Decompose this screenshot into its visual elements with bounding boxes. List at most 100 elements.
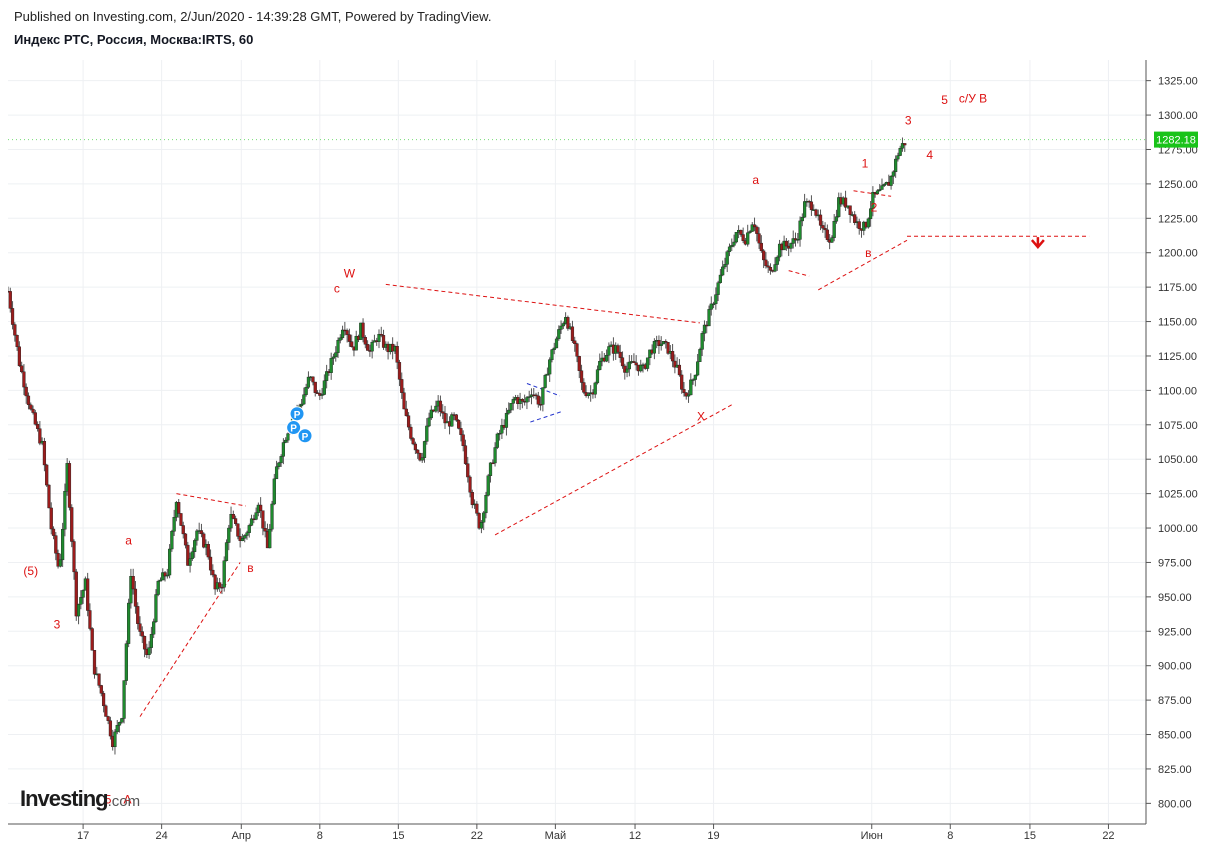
candle-up (193, 540, 197, 553)
candle-up (245, 532, 249, 536)
last-price-label: 1282.18 (1156, 135, 1196, 147)
candle-down (463, 445, 468, 464)
wave-label: с/У В (959, 92, 987, 106)
wave-label: с (334, 282, 340, 296)
candle-down (24, 386, 28, 397)
candle-down (418, 453, 422, 461)
candle-up (659, 343, 663, 346)
y-tick-label: 1150.00 (1158, 317, 1197, 329)
trend-lines (139, 190, 1090, 717)
candle-up (543, 375, 547, 388)
candle-down (183, 533, 188, 546)
x-tick-label: 17 (77, 830, 89, 842)
candle-up (725, 251, 729, 265)
candle-down (74, 571, 78, 617)
candle-up (707, 309, 711, 327)
candle-up (329, 358, 333, 373)
candle-down (438, 400, 443, 412)
candle-up (243, 535, 247, 539)
candle-up (554, 338, 559, 349)
wave-label: W (344, 266, 356, 280)
candle-down (670, 351, 675, 362)
candle-up (254, 512, 258, 520)
candle-down (903, 143, 907, 146)
candle-up (354, 335, 358, 351)
candle-down (395, 346, 399, 363)
candle-down (99, 685, 103, 694)
candle-down (809, 201, 814, 211)
candle-down (818, 214, 823, 226)
candle-up (894, 158, 898, 173)
candle-down (311, 376, 315, 383)
candle-down (491, 462, 495, 465)
candle-down (784, 240, 788, 247)
candle-up (149, 633, 153, 648)
candle-down (853, 214, 857, 223)
candle-down (199, 530, 204, 535)
channel-line (530, 410, 564, 423)
candle-down (520, 399, 524, 402)
candle-up (152, 621, 156, 635)
candle-up (117, 722, 122, 726)
wave-label: в (247, 561, 253, 575)
candle-down (101, 693, 106, 707)
candle-up (63, 491, 67, 530)
candle-down (575, 343, 579, 357)
candle-up (76, 604, 81, 617)
candle-up (700, 333, 704, 350)
candle-down (181, 525, 185, 535)
x-tick-label: 8 (317, 830, 323, 842)
down-arrow-icon (1030, 237, 1045, 250)
candle-down (684, 392, 688, 397)
candle-down (848, 205, 852, 215)
candle-up (61, 528, 65, 561)
candle-up (557, 329, 561, 340)
event-marker-letter: P (294, 410, 301, 421)
candle-down (186, 544, 190, 566)
candle-up (79, 597, 83, 605)
candle-down (457, 419, 461, 429)
candle-up (834, 216, 839, 222)
y-tick-label: 1075.00 (1158, 420, 1198, 432)
candle-up (286, 433, 290, 441)
candle-up (734, 232, 738, 243)
candle-up (696, 361, 700, 376)
candle-up (789, 243, 793, 249)
markers: PPP (286, 237, 1045, 444)
candle-up (652, 341, 656, 354)
y-tick-label: 1050.00 (1158, 454, 1198, 466)
candle-up (224, 542, 229, 561)
candle-up (625, 368, 629, 373)
x-tick-label: 24 (156, 830, 168, 842)
candle-down (15, 334, 19, 347)
candle-down (538, 404, 543, 406)
wave-label: 1 (862, 156, 869, 170)
candle-down (404, 408, 408, 416)
candle-up (721, 266, 725, 276)
candle-up (268, 528, 272, 549)
candle-up (798, 220, 802, 240)
candle-up (716, 282, 720, 295)
candle-up (800, 216, 804, 222)
candle-down (208, 556, 213, 571)
candle-down (857, 221, 861, 229)
candle-up (880, 185, 884, 190)
candle-down (536, 395, 540, 405)
candle-down (757, 233, 761, 244)
candle-down (477, 513, 481, 529)
y-tick-label: 1000.00 (1158, 523, 1198, 535)
candle-up (866, 218, 870, 228)
candle-down (677, 364, 682, 376)
candle-down (363, 337, 367, 345)
candle-up (511, 399, 515, 404)
candle-down (104, 705, 108, 717)
candle-up (158, 579, 163, 582)
candle-down (406, 415, 411, 428)
candle-up (325, 371, 329, 381)
candle-up (552, 347, 556, 350)
candle-up (340, 329, 345, 339)
candle-up (561, 323, 565, 327)
candle-down (821, 225, 825, 229)
candle-up (147, 647, 151, 655)
